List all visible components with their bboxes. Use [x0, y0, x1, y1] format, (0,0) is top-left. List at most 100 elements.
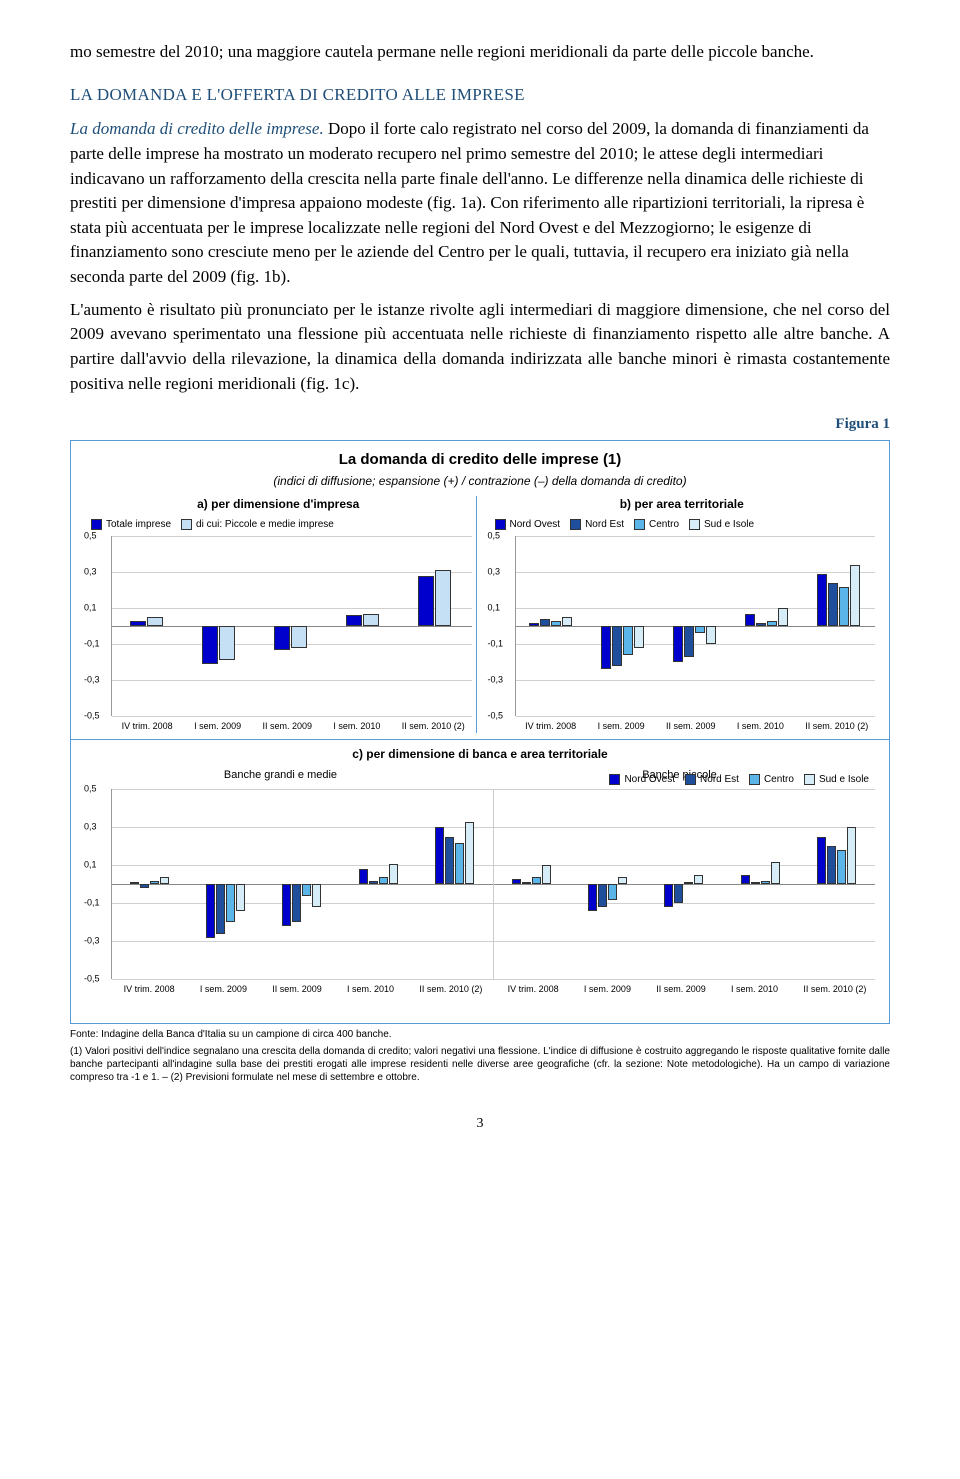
bar — [827, 846, 836, 884]
x-tick-label: II sem. 2009 — [666, 720, 716, 733]
bar — [588, 884, 597, 911]
panel-b-header: b) per area territoriale — [485, 496, 880, 513]
bar — [346, 615, 362, 626]
bar — [542, 865, 551, 884]
bar — [302, 884, 311, 895]
page-number: 3 — [70, 1114, 890, 1134]
bar — [359, 869, 368, 884]
x-tick-label: IV trim. 2008 — [508, 983, 559, 996]
x-tick-label: I sem. 2010 — [347, 983, 394, 996]
bar — [817, 574, 827, 626]
bar — [695, 626, 705, 633]
legend-item: Totale imprese — [91, 518, 171, 533]
bar — [601, 626, 611, 669]
bar — [512, 879, 521, 885]
legend-swatch — [570, 519, 581, 530]
y-tick-label: -0,1 — [84, 897, 100, 910]
figure-subtitle: (indici di diffusione; espansione (+) / … — [81, 473, 879, 490]
y-tick-label: 0,5 — [84, 783, 97, 796]
bar — [745, 614, 755, 627]
panel-a: a) per dimensione d'impresa Totale impre… — [81, 496, 476, 733]
legend-item: Sud e Isole — [689, 518, 754, 533]
x-tick-label: II sem. 2009 — [262, 720, 312, 733]
bar — [850, 565, 860, 626]
bar — [634, 626, 644, 648]
legend-label: di cui: Piccole e medie imprese — [196, 518, 334, 533]
panel-a-legend: Totale imprese di cui: Piccole e medie im… — [91, 518, 476, 533]
x-tick-label: II sem. 2010 (2) — [803, 983, 866, 996]
bar — [767, 621, 777, 626]
bar — [684, 626, 694, 657]
bar — [771, 862, 780, 885]
bar — [618, 877, 627, 885]
bar — [206, 884, 215, 937]
bar — [828, 583, 838, 626]
figure-title: La domanda di credito delle imprese (1) — [81, 449, 879, 471]
paragraph-body-2: L'aumento è risultato più pronunciato pe… — [70, 298, 890, 397]
legend-swatch — [181, 519, 192, 530]
subsection-body: Dopo il forte calo registrato nel corso … — [70, 119, 869, 286]
y-tick-label: -0,3 — [488, 674, 504, 687]
bar — [291, 626, 307, 648]
legend-swatch — [634, 519, 645, 530]
x-tick-label: IV trim. 2008 — [525, 720, 576, 733]
bar — [751, 882, 760, 884]
bar — [274, 626, 290, 649]
bar — [130, 882, 139, 884]
legend-label: Centro — [649, 518, 679, 533]
bar — [694, 875, 703, 885]
chart-c-xlabels-left: IV trim. 2008I sem. 2009II sem. 2009I se… — [111, 983, 495, 996]
bar — [236, 884, 245, 911]
y-tick-label: 0,3 — [488, 566, 501, 579]
legend-item: Nord Est — [570, 518, 624, 533]
bar — [837, 850, 846, 884]
bar — [847, 827, 856, 884]
bar — [540, 619, 550, 626]
chart-a-xlabels: IV trim. 2008I sem. 2009II sem. 2009I se… — [111, 720, 476, 733]
section-title: LA DOMANDA E L'OFFERTA DI CREDITO ALLE I… — [70, 83, 890, 108]
x-tick-label: II sem. 2010 (2) — [419, 983, 482, 996]
chart-a: -0,5-0,3-0,10,10,30,5 — [111, 536, 472, 716]
bar — [608, 884, 617, 899]
bar — [817, 837, 826, 885]
bar — [389, 864, 398, 885]
bar — [147, 617, 163, 626]
x-tick-label: II sem. 2009 — [272, 983, 322, 996]
chart-c-xlabels-right: IV trim. 2008I sem. 2009II sem. 2009I se… — [495, 983, 879, 996]
panel-c-header: c) per dimensione di banca e area territ… — [81, 746, 879, 763]
bar — [562, 617, 572, 626]
bar — [551, 621, 561, 626]
x-tick-label: I sem. 2010 — [731, 983, 778, 996]
bar — [756, 623, 766, 627]
bar — [465, 822, 474, 885]
figure-footnote: (1) Valori positivi dell'indice segnalan… — [70, 1045, 890, 1084]
bar — [612, 626, 622, 666]
y-tick-label: -0,3 — [84, 674, 100, 687]
y-tick-label: 0,1 — [84, 602, 97, 615]
bar — [219, 626, 235, 660]
y-tick-label: -0,1 — [488, 638, 504, 651]
y-tick-label: -0,5 — [84, 973, 100, 986]
y-tick-label: 0,5 — [84, 530, 97, 543]
legend-item: di cui: Piccole e medie imprese — [181, 518, 334, 533]
bar — [674, 884, 683, 903]
x-tick-label: I sem. 2009 — [200, 983, 247, 996]
y-tick-label: 0,1 — [84, 859, 97, 872]
bar — [130, 621, 146, 626]
bar — [292, 884, 301, 922]
y-tick-label: 0,1 — [488, 602, 501, 615]
legend-label: Totale imprese — [106, 518, 171, 533]
figure-divider — [71, 739, 889, 740]
bar — [418, 576, 434, 626]
panel-c-sub-right: Banche piccole — [480, 768, 879, 784]
bar — [140, 884, 149, 888]
legend-item: Nord Ovest — [495, 518, 561, 533]
legend-label: Nord Est — [585, 518, 624, 533]
bar — [839, 587, 849, 627]
x-tick-label: I sem. 2009 — [584, 983, 631, 996]
y-tick-label: 0,5 — [488, 530, 501, 543]
x-tick-label: I sem. 2009 — [598, 720, 645, 733]
y-tick-label: 0,3 — [84, 821, 97, 834]
chart-b: -0,5-0,3-0,10,10,30,5 — [515, 536, 876, 716]
bar — [529, 623, 539, 627]
